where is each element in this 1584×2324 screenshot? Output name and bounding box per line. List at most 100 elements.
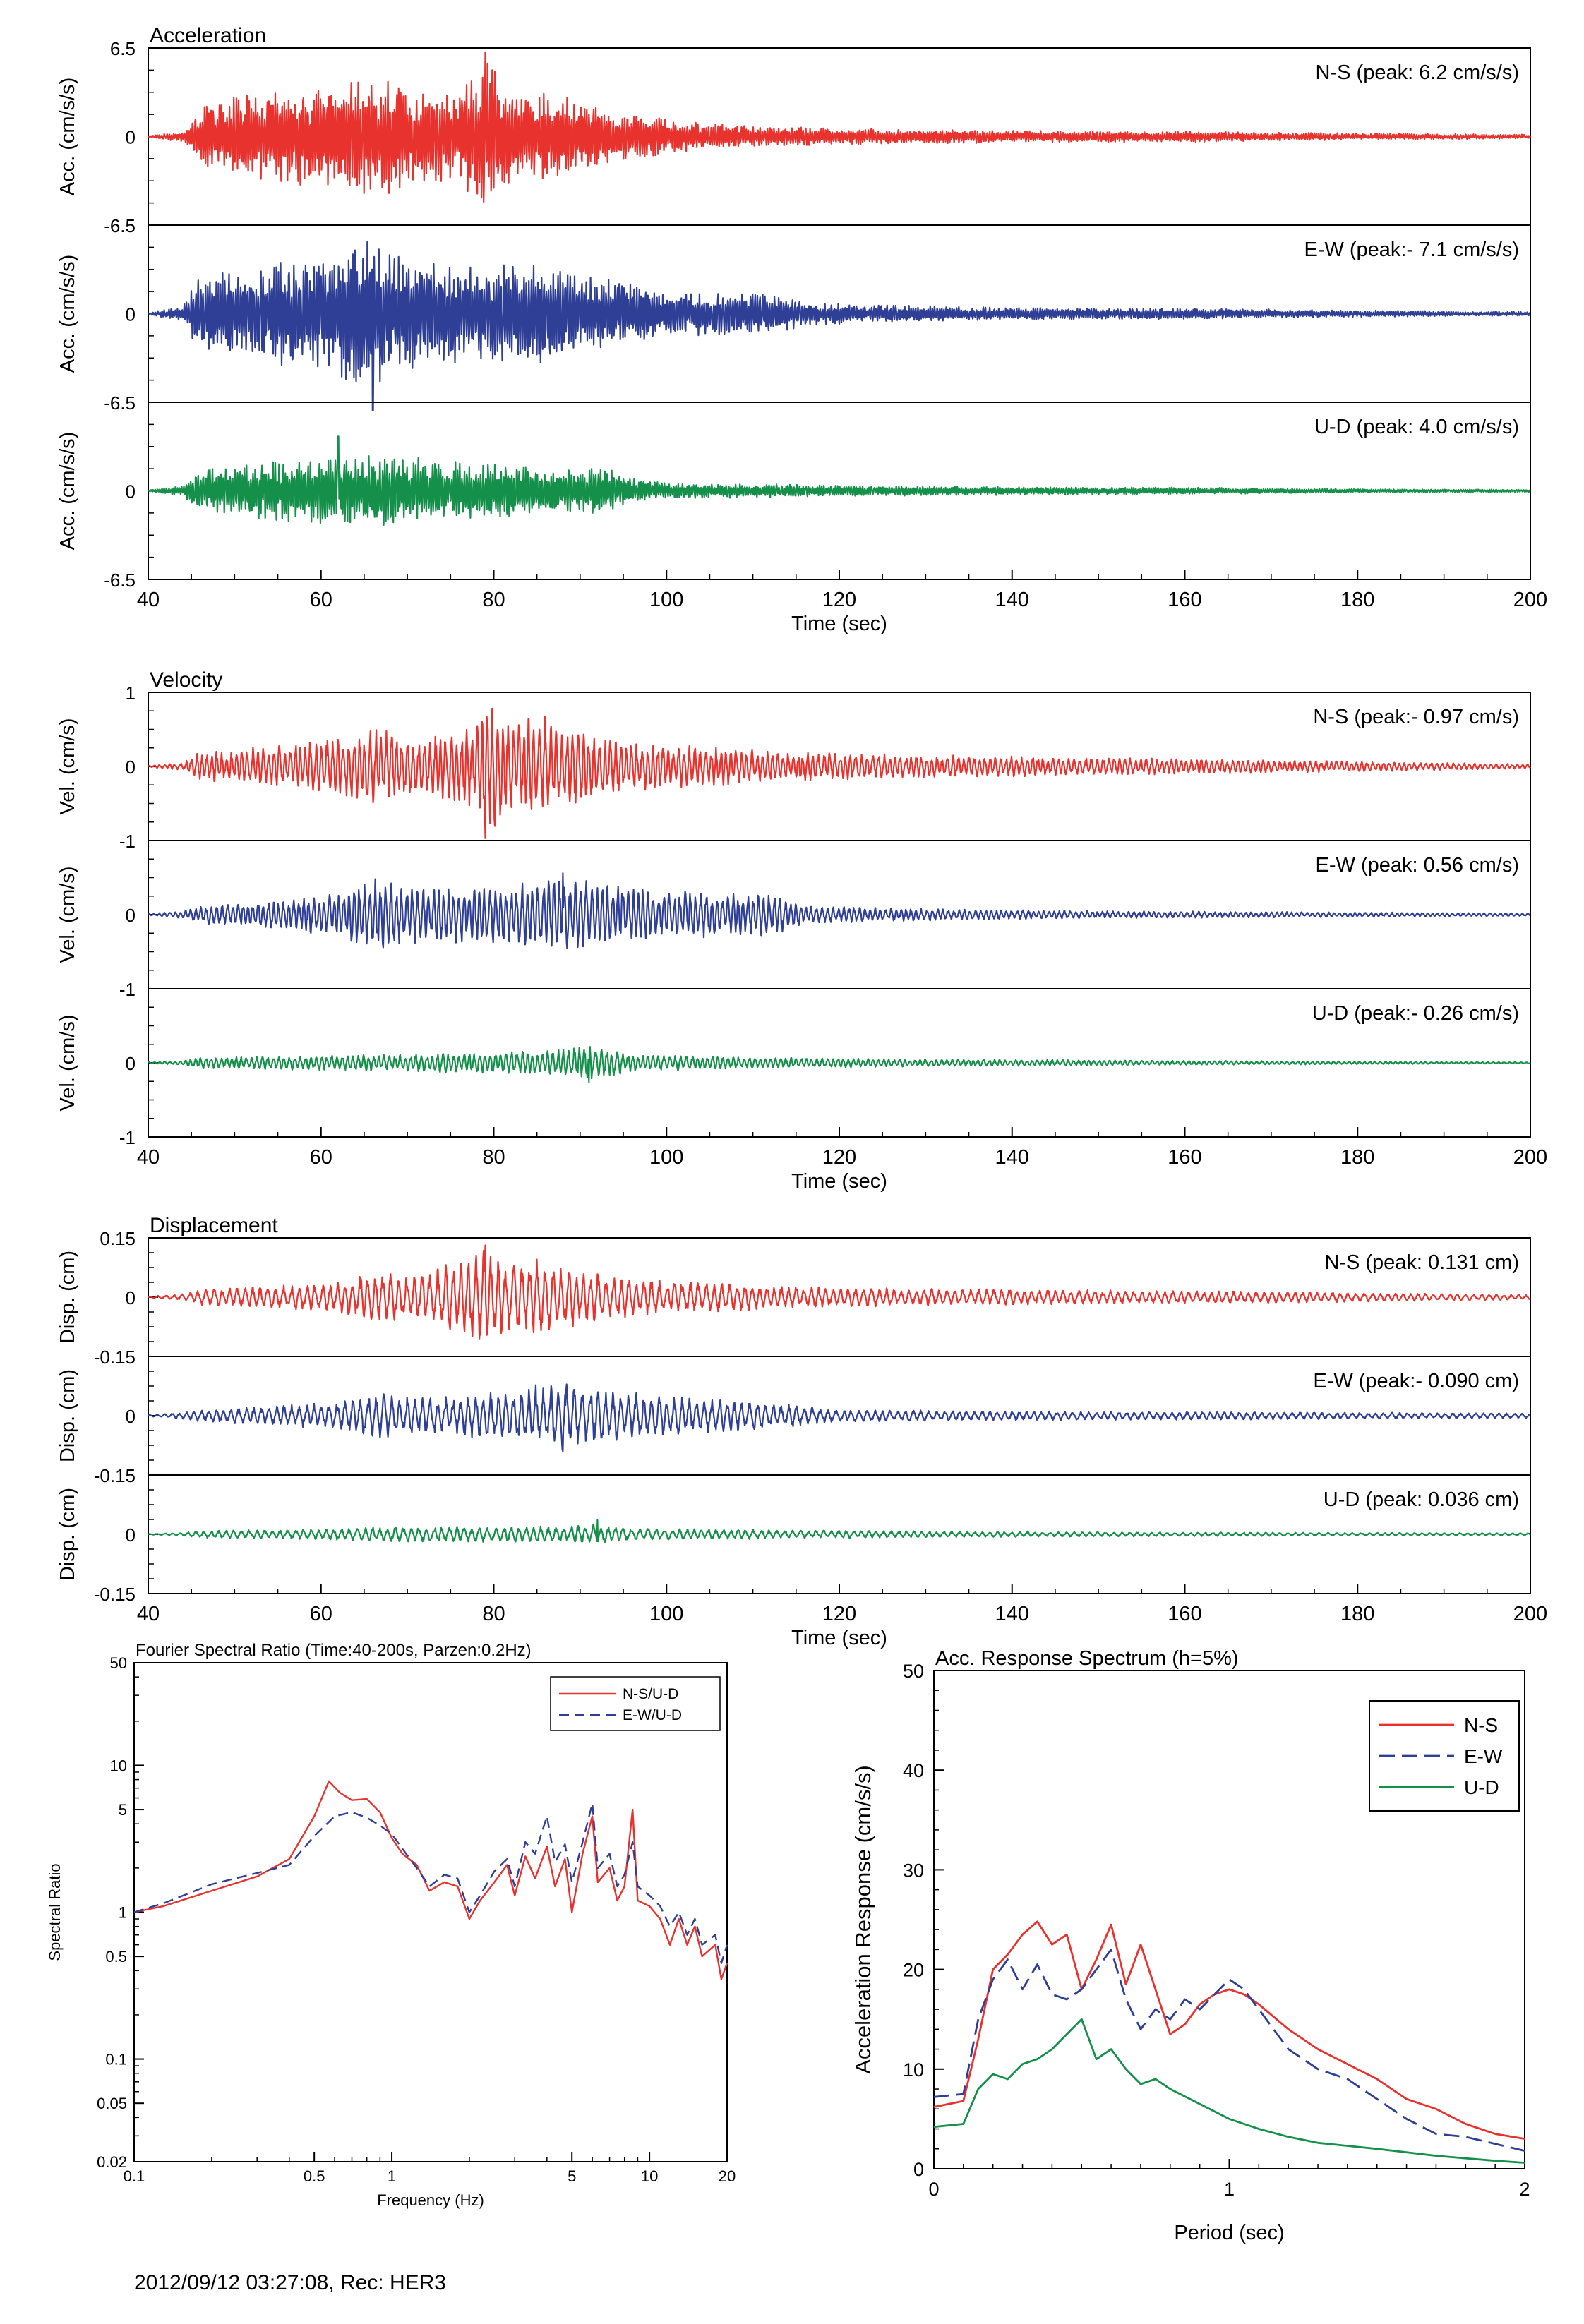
fourier-xtick-label: 0.5 [304, 2167, 325, 2185]
velocity-ns-waveform [148, 707, 1531, 839]
acceleration-ew-waveform [148, 241, 1531, 411]
fourier-xtick-label: 20 [719, 2167, 736, 2185]
displacement-xtick-label: 160 [1168, 1603, 1201, 1625]
velocity-ew-ytick-label: -1 [119, 979, 136, 1000]
velocity-ns-ytick-label: -1 [119, 831, 136, 852]
response-legend-label: E-W [1464, 1745, 1503, 1767]
response-ytick-label: 50 [903, 1661, 924, 1682]
displacement-ns-waveform [148, 1244, 1531, 1340]
displacement-ud-series-label: U-D (peak: 0.036 cm) [1324, 1488, 1519, 1511]
acceleration-xlabel: Time (sec) [791, 613, 887, 635]
fourier-xtick-label: 0.1 [124, 2167, 145, 2185]
response-ytick-label: 20 [903, 1960, 924, 1981]
displacement-ns-series-label: N-S (peak: 0.131 cm) [1324, 1251, 1519, 1274]
response-ew-line [933, 1949, 1525, 2152]
response-title: Acc. Response Spectrum (h=5%) [935, 1647, 1239, 1670]
fourier-legend-box [550, 1676, 721, 1731]
velocity-ns-ytick-label: 1 [126, 682, 136, 704]
response-legend-label: U-D [1464, 1776, 1499, 1798]
displacement-xtick-label: 140 [995, 1603, 1029, 1625]
response-ud-line [933, 2018, 1525, 2164]
acceleration-ns-ylabel: Acc. (cm/s/s) [56, 78, 79, 196]
displacement-xtick-label: 60 [310, 1603, 332, 1625]
displacement-title: Displacement [150, 1214, 278, 1237]
displacement-xtick-label: 200 [1513, 1603, 1547, 1625]
response-ytick-label: 30 [903, 1860, 924, 1881]
displacement-ud-ylabel: Disp. (cm) [56, 1488, 79, 1581]
acceleration-ew-ytick-label: -6.5 [104, 392, 136, 414]
response-xlabel: Period (sec) [1174, 2222, 1284, 2244]
acceleration-xtick-label: 40 [137, 589, 160, 611]
response-chart: Acc. Response Spectrum (h=5%)01020304050… [851, 1647, 1530, 2244]
fourier-ytick-label: 10 [110, 1757, 127, 1774]
displacement-xtick-label: 180 [1340, 1603, 1374, 1625]
response-ytick-label: 10 [903, 2059, 924, 2081]
velocity-ud-ytick-label: 0 [126, 1053, 136, 1074]
acceleration-ns-ytick-label: 6.5 [110, 38, 136, 59]
acceleration-ew-ylabel: Acc. (cm/s/s) [56, 255, 79, 373]
response-xtick-label: 2 [1519, 2179, 1530, 2200]
displacement-ud-ytick-label: 0 [126, 1524, 136, 1546]
fourier-ytick-label: 0.05 [97, 2095, 127, 2112]
acceleration-ns-series-label: N-S (peak: 6.2 cm/s/s) [1316, 61, 1519, 84]
velocity-ew-series-label: E-W (peak: 0.56 cm/s) [1316, 854, 1519, 877]
fourier-xtick-label: 1 [388, 2167, 396, 2185]
acceleration-ns-ytick-label: 0 [126, 127, 136, 148]
fourier-legend-label: E-W/U-D [623, 1707, 682, 1723]
fourier-ytick-label: 5 [119, 1801, 127, 1819]
response-legend-label: N-S [1464, 1714, 1498, 1736]
fourier-ytick-label: 50 [110, 1654, 127, 1672]
displacement-ud-ytick-label: -0.15 [94, 1584, 136, 1605]
velocity-ew-ylabel: Vel. (cm/s) [56, 867, 79, 963]
response-ns-line [933, 1920, 1525, 2140]
fourier-ytick-label: 0.5 [105, 1948, 127, 1965]
fourier-plot-frame [133, 1662, 728, 2162]
velocity-ud-ylabel: Vel. (cm/s) [56, 1015, 79, 1112]
velocity-xlabel: Time (sec) [791, 1170, 887, 1193]
displacement-ew-ylabel: Disp. (cm) [56, 1369, 79, 1462]
fourier-ytick-label: 0.02 [97, 2153, 127, 2171]
displacement-ns-ylabel: Disp. (cm) [56, 1251, 79, 1344]
fourier-chart: Fourier Spectral Ratio (Time:40-200s, Pa… [46, 1641, 736, 2209]
acceleration-xtick-label: 80 [482, 589, 505, 611]
acceleration-xtick-label: 160 [1168, 589, 1201, 611]
fourier-ytick-label: 0.1 [105, 2051, 127, 2069]
acceleration-ew-ytick-label: 0 [126, 304, 136, 325]
fourier-ewud-line [133, 1802, 728, 1964]
velocity-ud-waveform [148, 1046, 1531, 1083]
acceleration-xtick-label: 60 [310, 589, 332, 611]
velocity-ew-ytick-label: 0 [126, 905, 136, 926]
acceleration-ew-series-label: E-W (peak:- 7.1 cm/s/s) [1304, 239, 1519, 261]
acceleration-ns-ytick-label: -6.5 [104, 215, 136, 236]
displacement-ew-ytick-label: -0.15 [94, 1465, 136, 1486]
displacement-xtick-label: 100 [649, 1603, 683, 1625]
fourier-ylabel: Spectral Ratio [46, 1863, 64, 1961]
fourier-title: Fourier Spectral Ratio (Time:40-200s, Pa… [136, 1641, 532, 1660]
acceleration-chart: Acceleration 6.5 0 -6.5 Acc. (cm/s/s) N-S (pe… [56, 24, 1547, 635]
fourier-nsud-line [133, 1780, 728, 1980]
displacement-xtick-label: 80 [482, 1603, 505, 1625]
velocity-xtick-label: 160 [1168, 1146, 1201, 1169]
displacement-ns-ytick-label: 0.15 [100, 1228, 136, 1249]
acceleration-xtick-label: 200 [1513, 589, 1547, 611]
displacement-ns-ytick-label: -0.15 [94, 1347, 136, 1368]
fourier-xlabel: Frequency (Hz) [377, 2191, 484, 2209]
acceleration-ud-ylabel: Acc. (cm/s/s) [56, 432, 79, 550]
velocity-ud-series-label: U-D (peak:- 0.26 cm/s) [1312, 1002, 1519, 1025]
velocity-xtick-label: 140 [995, 1146, 1029, 1169]
displacement-ud-waveform [148, 1519, 1531, 1543]
acceleration-xtick-label: 140 [995, 589, 1029, 611]
displacement-ew-series-label: E-W (peak:- 0.090 cm) [1313, 1370, 1519, 1392]
velocity-xtick-label: 180 [1340, 1146, 1374, 1169]
displacement-ns-ytick-label: 0 [126, 1287, 136, 1308]
velocity-ns-series-label: N-S (peak:- 0.97 cm/s) [1313, 706, 1519, 728]
acceleration-ud-ytick-label: 0 [126, 481, 136, 502]
velocity-ns-ytick-label: 0 [126, 757, 136, 778]
displacement-xtick-label: 120 [822, 1603, 856, 1625]
velocity-xtick-label: 40 [137, 1146, 160, 1169]
velocity-xtick-label: 200 [1513, 1146, 1547, 1169]
displacement-ew-waveform [148, 1383, 1531, 1452]
acceleration-xtick-label: 180 [1340, 589, 1374, 611]
velocity-xtick-label: 80 [482, 1146, 505, 1169]
